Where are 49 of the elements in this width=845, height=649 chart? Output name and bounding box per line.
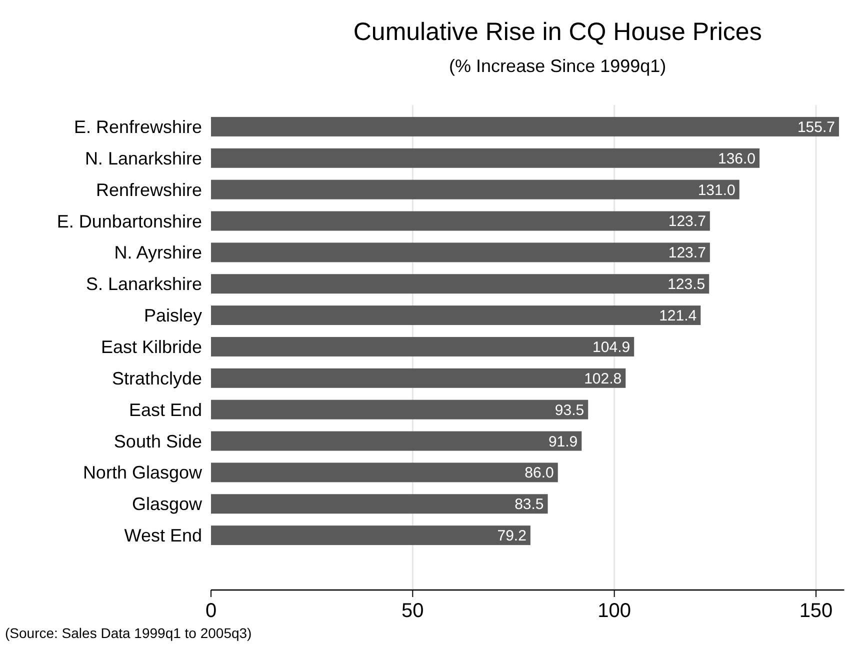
- bar: [211, 306, 701, 326]
- bar: [211, 242, 710, 262]
- bar: [211, 180, 740, 200]
- data-label: 83.5: [514, 496, 544, 514]
- bar: [211, 274, 710, 294]
- data-label: 123.7: [668, 213, 706, 230]
- y-tick-label: Glasgow: [132, 494, 203, 514]
- chart-title: Cumulative Rise in CQ House Prices: [353, 18, 762, 46]
- data-label: 155.7: [797, 118, 835, 136]
- data-label: 102.8: [584, 370, 622, 388]
- bar: [211, 336, 634, 356]
- y-tick-label: S. Lanarkshire: [86, 274, 202, 294]
- text: (Source: Sales Data 1999q1 to 2005q3): [5, 625, 252, 641]
- x-tick-label: 0: [205, 600, 217, 622]
- bar: [211, 148, 760, 168]
- data-label: 131.0: [698, 182, 736, 199]
- y-tick-label: N. Ayrshire: [114, 242, 202, 263]
- y-tick-label: Renfrewshire: [96, 180, 202, 200]
- data-label: 123.7: [668, 244, 706, 262]
- x-tick-label: 50: [402, 600, 424, 622]
- data-label: 104.9: [592, 338, 630, 356]
- data-label: 79.2: [497, 528, 526, 545]
- data-label: 91.9: [548, 433, 578, 450]
- bar: [211, 116, 839, 136]
- bar: [211, 431, 582, 451]
- y-tick-label: E. Renfrewshire: [74, 116, 202, 137]
- data-label: 93.5: [554, 402, 584, 419]
- data-label: 123.5: [668, 276, 706, 294]
- y-tick-label: North Glasgow: [82, 462, 203, 483]
- chart-subtitle: (% Increase Since 1999q1): [449, 56, 666, 76]
- data-label: 136.0: [718, 150, 756, 168]
- bar: [211, 526, 530, 546]
- x-tick-label: 150: [799, 600, 833, 622]
- y-tick-label: Paisley: [144, 306, 202, 326]
- bar: [211, 211, 710, 231]
- bar: [211, 400, 588, 420]
- bar: [211, 462, 558, 482]
- y-tick-label: East End: [128, 400, 202, 420]
- data-label: 121.4: [659, 308, 697, 325]
- data-label: 86.0: [524, 464, 554, 482]
- y-tick-label: E. Dunbartonshire: [56, 211, 202, 232]
- y-tick-label: N. Lanarkshire: [84, 148, 202, 168]
- bar: [211, 368, 626, 388]
- y-tick-label: Strathclyde: [112, 368, 202, 388]
- y-tick-label: South Side: [114, 431, 202, 452]
- bar: [211, 494, 548, 514]
- x-tick-label: 100: [598, 600, 632, 622]
- y-tick-label: West End: [124, 526, 202, 546]
- y-tick-label: East Kilbride: [100, 337, 202, 358]
